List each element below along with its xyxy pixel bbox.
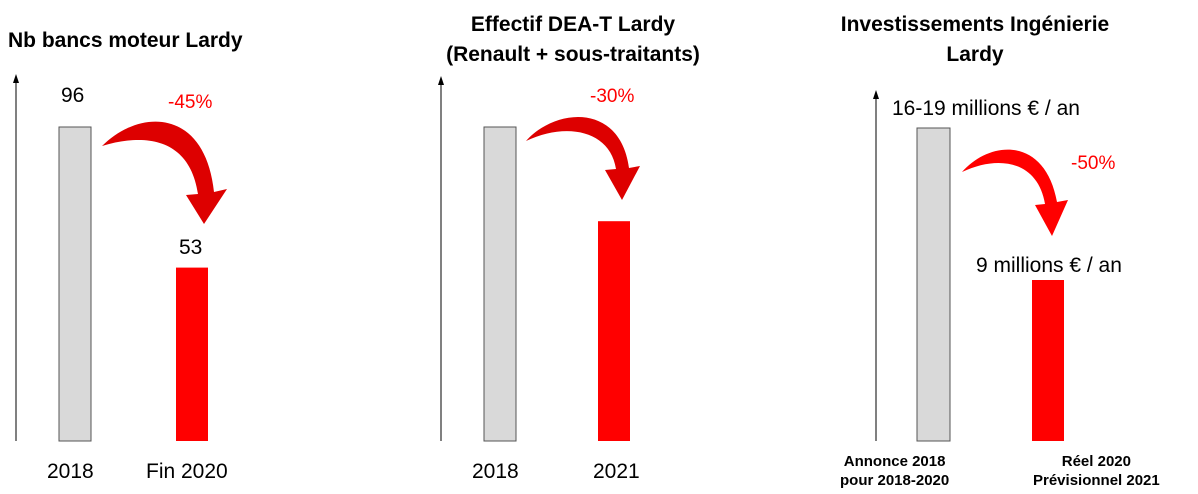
bar-annonce-2018 — [916, 127, 951, 442]
bar-fin-2020 — [176, 267, 208, 441]
category-label-line-2: pour 2018-2020 — [840, 472, 950, 489]
chart-title-line-2: (Renault + sous-traitants) — [446, 43, 700, 66]
category-label-line-1: Annonce 2018 — [843, 453, 946, 470]
data-label-fin-2020: 53 — [179, 236, 203, 259]
bar-reel-2020 — [1032, 280, 1064, 441]
chart-title-line-1: Investissements Ingénierie — [840, 13, 1110, 36]
chart-panel-3: Investissements Ingénierie Lardy 16-19 m… — [800, 0, 1198, 494]
category-label-line-1: Réel 2020 — [1061, 453, 1131, 470]
category-label-2021: 2021 — [593, 460, 640, 483]
category-label-annonce-2018: Annonce 2018 pour 2018-2020 — [840, 452, 949, 490]
chart-panel-1: Nb bancs moteur Lardy 96 53 -45% 2018 Fi… — [0, 0, 400, 494]
chart-svg — [13, 74, 227, 442]
data-label-annonce-2018: 16-19 millions € / an — [892, 97, 1080, 120]
y-axis-arrowhead — [438, 76, 444, 85]
chart-title: Effectif DEA-T Lardy (Renault + sous-tra… — [433, 10, 713, 70]
change-arrow-icon — [526, 116, 640, 200]
change-label: -45% — [168, 92, 213, 113]
bar-2021 — [598, 221, 630, 441]
y-axis-arrowhead — [13, 74, 19, 83]
change-arrow-icon — [102, 121, 227, 224]
data-label-2018: 96 — [61, 84, 85, 107]
chart-panel-2: Effectif DEA-T Lardy (Renault + sous-tra… — [400, 0, 800, 494]
category-label-2018: 2018 — [472, 460, 519, 483]
data-label-reel-2020: 9 millions € / an — [976, 254, 1122, 277]
change-label: -30% — [590, 86, 635, 107]
change-arrow-icon — [962, 149, 1068, 236]
category-label-fin-2020: Fin 2020 — [146, 460, 228, 483]
y-axis-arrowhead — [873, 90, 879, 99]
chart-svg — [438, 76, 640, 442]
change-label: -50% — [1071, 153, 1116, 174]
chart-title-line-1: Effectif DEA-T Lardy — [470, 13, 676, 36]
chart-svg — [873, 90, 1068, 442]
category-label-reel-2020: Réel 2020 Prévisionnel 2021 — [1033, 452, 1160, 490]
chart-title: Investissements Ingénierie Lardy — [840, 10, 1110, 70]
bar-2018 — [483, 126, 517, 442]
chart-title: Nb bancs moteur Lardy — [8, 29, 243, 52]
category-label-line-2: Prévisionnel 2021 — [1033, 472, 1160, 489]
category-label-2018: 2018 — [47, 460, 94, 483]
chart-title-line-2: Lardy — [946, 43, 1004, 66]
bar-2018 — [58, 126, 92, 442]
